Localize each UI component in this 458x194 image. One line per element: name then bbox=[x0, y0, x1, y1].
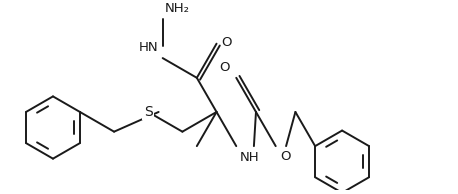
Text: NH₂: NH₂ bbox=[165, 2, 190, 15]
Text: HN: HN bbox=[139, 41, 158, 54]
Text: NH: NH bbox=[240, 151, 259, 164]
Text: S: S bbox=[144, 105, 153, 119]
Text: O: O bbox=[219, 61, 230, 74]
Text: O: O bbox=[280, 150, 290, 163]
Text: O: O bbox=[222, 36, 232, 49]
